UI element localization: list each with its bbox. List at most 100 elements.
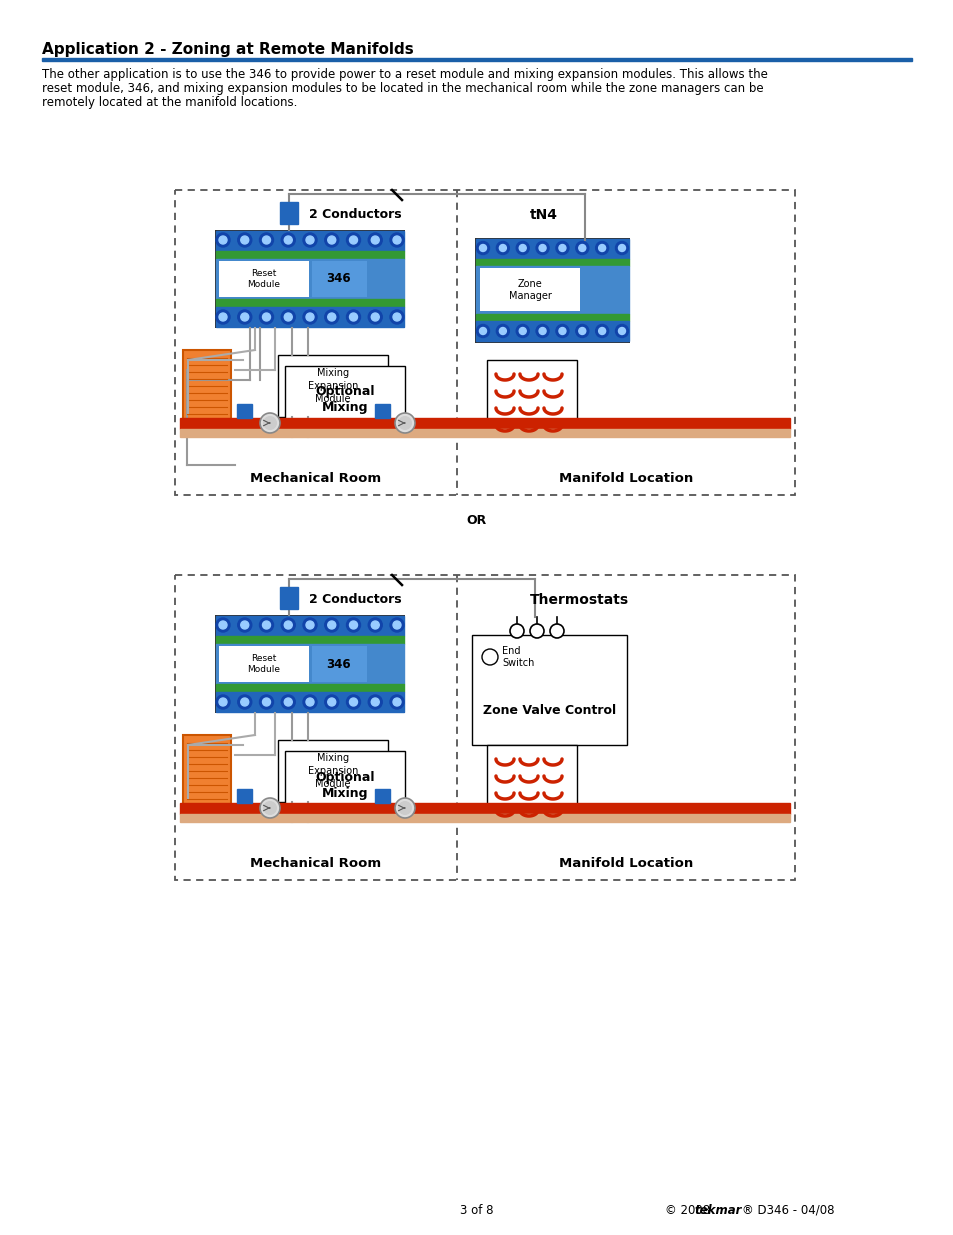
Text: Reset
Module: Reset Module — [247, 269, 280, 289]
Circle shape — [576, 242, 588, 254]
Text: ® D346 - 04/08: ® D346 - 04/08 — [741, 1203, 834, 1216]
Circle shape — [393, 312, 400, 321]
Text: Mixing
Expansion
Module: Mixing Expansion Module — [308, 753, 357, 789]
Circle shape — [281, 233, 294, 247]
Text: Mechanical Room: Mechanical Room — [251, 472, 381, 485]
Bar — [180, 814, 789, 823]
Text: Optional
Mixing: Optional Mixing — [314, 771, 375, 799]
Bar — [215, 692, 403, 713]
Circle shape — [237, 695, 252, 709]
Circle shape — [371, 236, 379, 245]
Circle shape — [550, 624, 563, 638]
Circle shape — [368, 618, 382, 632]
Bar — [215, 643, 403, 684]
Text: Zone Valve Control: Zone Valve Control — [482, 704, 616, 716]
Circle shape — [595, 325, 608, 337]
Circle shape — [595, 242, 608, 254]
Circle shape — [215, 233, 230, 247]
Bar — [215, 231, 403, 251]
Text: tekmar: tekmar — [695, 1203, 741, 1216]
Circle shape — [476, 242, 489, 254]
Circle shape — [303, 695, 316, 709]
Circle shape — [237, 310, 252, 324]
Circle shape — [530, 624, 543, 638]
Circle shape — [395, 798, 415, 818]
Bar — [215, 636, 403, 643]
Text: Mixing
Expansion
Module: Mixing Expansion Module — [308, 368, 357, 404]
Circle shape — [346, 618, 360, 632]
Circle shape — [498, 245, 506, 252]
Circle shape — [371, 698, 379, 706]
Text: End
Switch: End Switch — [501, 646, 534, 668]
Circle shape — [598, 245, 605, 252]
Circle shape — [397, 416, 412, 430]
Circle shape — [281, 695, 294, 709]
Text: Thermostats: Thermostats — [530, 593, 628, 606]
Circle shape — [324, 618, 338, 632]
Circle shape — [498, 327, 506, 335]
Circle shape — [496, 325, 509, 337]
Text: Manifold Location: Manifold Location — [558, 472, 693, 485]
Bar — [476, 314, 628, 321]
Text: Mechanical Room: Mechanical Room — [251, 857, 381, 869]
Circle shape — [349, 236, 357, 245]
Bar — [277, 740, 388, 802]
Circle shape — [219, 236, 227, 245]
Bar — [486, 359, 577, 435]
Bar — [375, 404, 390, 417]
Circle shape — [516, 242, 529, 254]
Bar — [180, 429, 789, 437]
Bar — [214, 230, 405, 329]
Text: OR: OR — [466, 514, 487, 526]
Circle shape — [306, 698, 314, 706]
Bar — [215, 259, 403, 299]
Circle shape — [615, 325, 628, 337]
Text: Reset
Module: Reset Module — [247, 655, 280, 674]
Circle shape — [303, 310, 316, 324]
Circle shape — [556, 325, 568, 337]
Circle shape — [281, 310, 294, 324]
Circle shape — [516, 325, 529, 337]
Circle shape — [259, 310, 274, 324]
Bar — [215, 251, 403, 259]
Circle shape — [395, 412, 415, 433]
Bar — [174, 190, 794, 495]
Circle shape — [349, 312, 357, 321]
Circle shape — [558, 327, 565, 335]
Circle shape — [349, 698, 357, 706]
Bar — [280, 587, 297, 609]
Circle shape — [281, 618, 294, 632]
Circle shape — [368, 233, 382, 247]
Circle shape — [346, 233, 360, 247]
Bar — [219, 261, 309, 296]
Circle shape — [263, 802, 276, 815]
Bar — [183, 350, 231, 420]
Bar — [215, 616, 403, 636]
Bar — [215, 684, 403, 692]
Circle shape — [397, 802, 412, 815]
Circle shape — [284, 236, 292, 245]
Circle shape — [306, 236, 314, 245]
Circle shape — [618, 327, 625, 335]
Text: 2 Conductors: 2 Conductors — [309, 207, 401, 221]
Circle shape — [262, 236, 271, 245]
Circle shape — [262, 698, 271, 706]
Circle shape — [578, 245, 585, 252]
Circle shape — [349, 621, 357, 629]
Text: remotely located at the manifold locations.: remotely located at the manifold locatio… — [42, 96, 297, 109]
Circle shape — [219, 312, 227, 321]
Circle shape — [598, 327, 605, 335]
Circle shape — [390, 233, 403, 247]
Circle shape — [215, 695, 230, 709]
Text: tN4: tN4 — [530, 207, 558, 222]
Text: 3 of 8: 3 of 8 — [459, 1203, 494, 1216]
Circle shape — [556, 242, 568, 254]
Circle shape — [346, 695, 360, 709]
Circle shape — [240, 312, 249, 321]
Bar — [174, 576, 794, 881]
Circle shape — [618, 245, 625, 252]
Bar — [472, 635, 626, 745]
Circle shape — [393, 236, 400, 245]
Circle shape — [324, 233, 338, 247]
Circle shape — [219, 698, 227, 706]
